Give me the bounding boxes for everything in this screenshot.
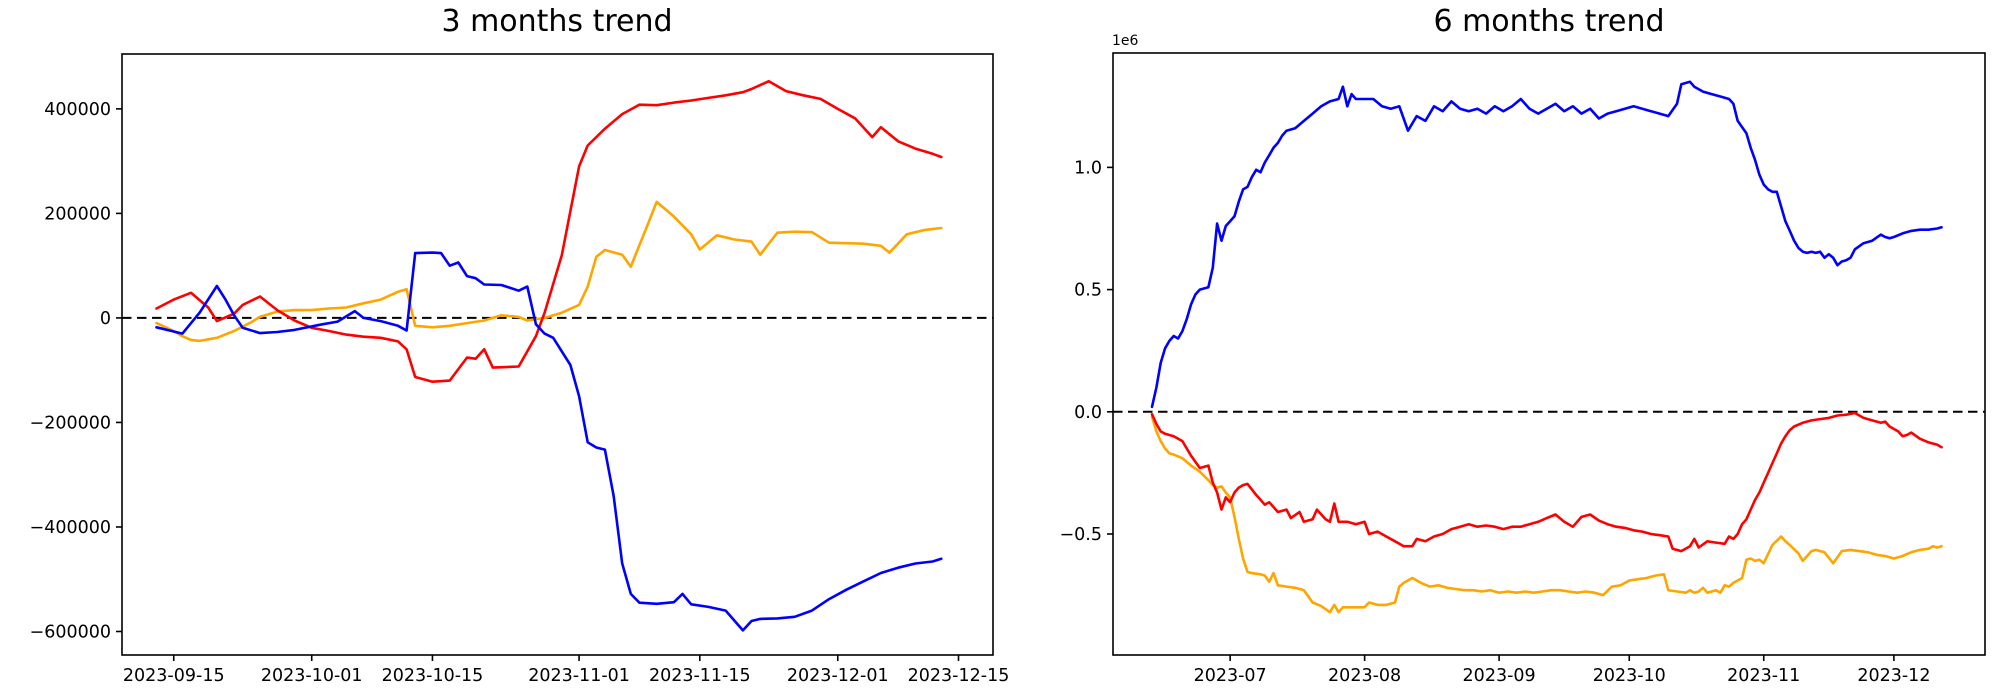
- x-tick-label: 2023-07: [1194, 666, 1267, 686]
- x-tick-label: 2023-10-01: [261, 666, 363, 686]
- y-tick-label: 0: [100, 309, 111, 329]
- y-tick-label: −600000: [30, 622, 111, 642]
- x-tick-label: 2023-11-01: [528, 666, 630, 686]
- y-tick-label: 1.0: [1074, 158, 1102, 178]
- plot-border: [121, 53, 994, 656]
- plot-border: [1112, 52, 1986, 656]
- y-tick-label: 0.0: [1074, 403, 1102, 423]
- series-red-line: [155, 79, 943, 384]
- x-tick-label: 2023-12-01: [787, 666, 889, 686]
- x-tick-label: 2023-09: [1463, 666, 1536, 686]
- x-tick-label: 2023-09-15: [123, 666, 225, 686]
- chart-title-3-months: 3 months trend: [441, 4, 673, 39]
- x-tick-label: 2023-08: [1328, 666, 1401, 686]
- series-orange-line: [155, 200, 943, 343]
- x-tick-label: 2023-10: [1593, 666, 1666, 686]
- y-tick-label: −0.5: [1060, 525, 1103, 545]
- series-orange-line: [1150, 415, 1943, 614]
- series-blue-line: [1150, 80, 1943, 409]
- y-tick-label: −200000: [30, 413, 111, 433]
- chart-title-6-months: 6 months trend: [1433, 4, 1665, 39]
- y-axis-offset-label: 1e6: [1112, 33, 1139, 49]
- y-tick-label: 200000: [44, 204, 111, 224]
- x-tick-label: 2023-12-15: [908, 666, 1010, 686]
- y-tick-label: 0.5: [1074, 281, 1102, 301]
- x-tick-label: 2023-11: [1727, 666, 1800, 686]
- x-tick-label: 2023-12: [1857, 666, 1930, 686]
- x-tick-label: 2023-11-15: [649, 666, 751, 686]
- series-blue-line: [155, 251, 943, 632]
- y-tick-label: −400000: [30, 518, 111, 538]
- x-tick-label: 2023-10-15: [382, 666, 484, 686]
- series-red-line: [1150, 411, 1943, 553]
- y-tick-label: 400000: [44, 100, 111, 120]
